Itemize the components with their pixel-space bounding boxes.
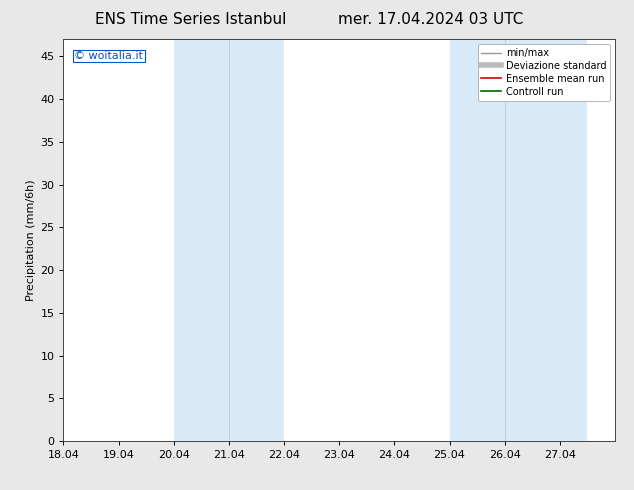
Text: © woitalia.it: © woitalia.it [74,51,143,61]
Y-axis label: Precipitation (mm/6h): Precipitation (mm/6h) [26,179,36,301]
Text: mer. 17.04.2024 03 UTC: mer. 17.04.2024 03 UTC [339,12,524,27]
Text: ENS Time Series Istanbul: ENS Time Series Istanbul [94,12,286,27]
Bar [450,39,588,441]
Legend: min/max, Deviazione standard, Ensemble mean run, Controll run: min/max, Deviazione standard, Ensemble m… [477,44,610,100]
Bar [174,39,284,441]
